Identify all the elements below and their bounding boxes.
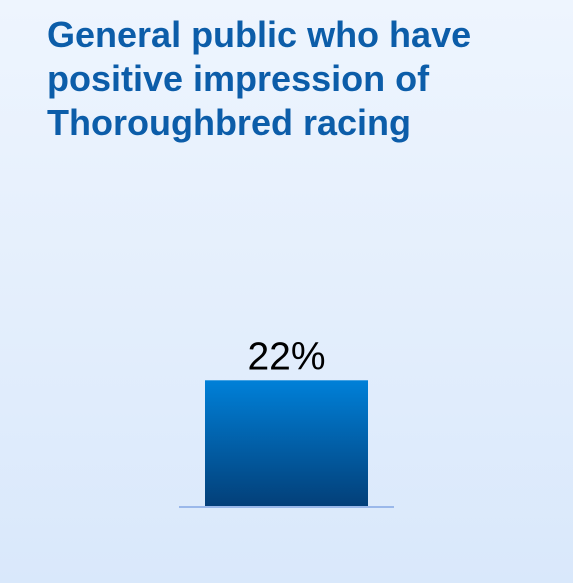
chart-title: General public who have positive impress… <box>47 14 472 143</box>
bar-value-label: 22% <box>247 335 325 378</box>
bars-layer: 22% <box>205 335 368 507</box>
bar <box>205 380 368 507</box>
